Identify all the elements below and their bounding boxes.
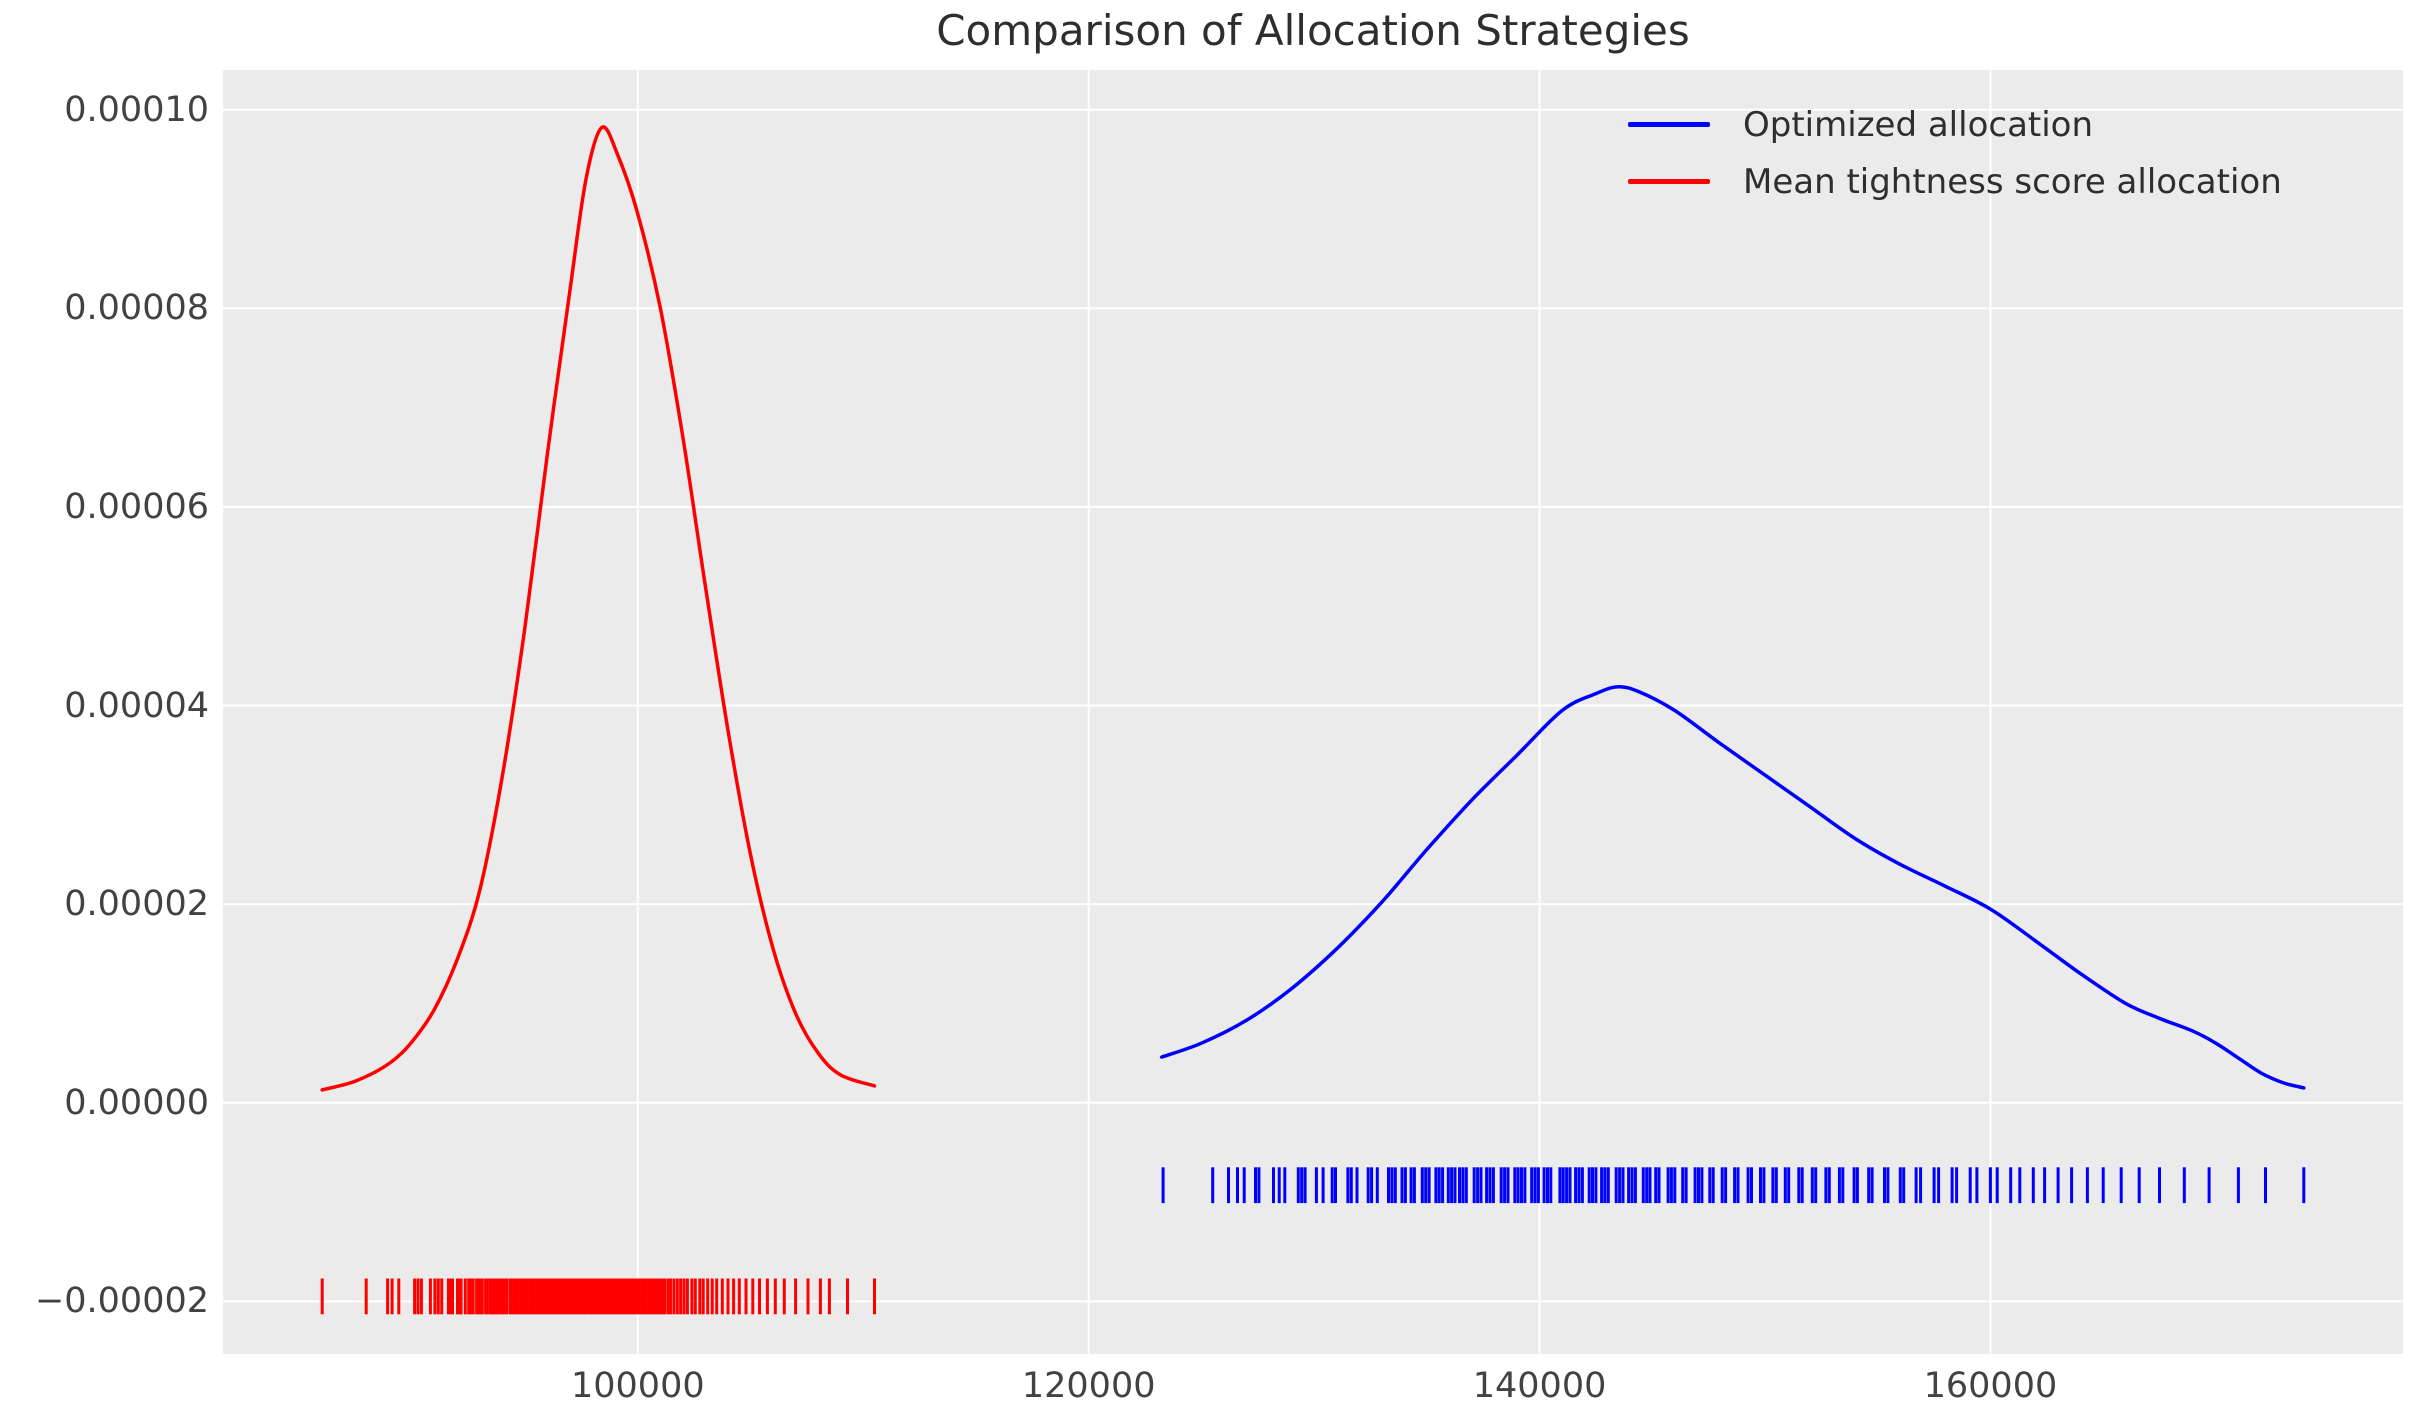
x-tick-label: 100000 (570, 1366, 705, 1406)
x-tick-label: 120000 (1021, 1366, 1156, 1406)
y-tick-label: 0.00002 (64, 884, 209, 925)
legend-label: Optimized allocation (1743, 104, 2094, 145)
kde-curve-mean-tightness-score-allocation (320, 125, 877, 1092)
y-tick-label: 0.00000 (64, 1082, 209, 1123)
x-tick-label: 140000 (1472, 1366, 1607, 1406)
chart-title: Comparison of Allocation Strategies (936, 6, 1690, 55)
plot-area (223, 70, 2403, 1354)
y-tick-label: 0.00004 (64, 685, 209, 726)
y-tick-label: −0.00002 (34, 1281, 209, 1322)
legend-label: Mean tightness score allocation (1743, 161, 2282, 202)
legend: Optimized allocation Mean tightness score… (1628, 96, 2282, 210)
rug-optimized-allocation (1161, 1167, 2306, 1204)
legend-line-swatch (1628, 122, 1710, 127)
rug-mean-tightness-score-allocation (320, 1278, 876, 1315)
legend-row: Optimized allocation (1628, 96, 2282, 153)
legend-line-swatch (1628, 179, 1710, 184)
y-tick-label: 0.00010 (64, 89, 209, 130)
y-tick-label: 0.00006 (64, 486, 209, 527)
x-tick-label: 160000 (1923, 1366, 2058, 1406)
kde-curve-optimized-allocation (1159, 684, 2306, 1090)
legend-row: Mean tightness score allocation (1628, 153, 2282, 210)
y-tick-label: 0.00008 (64, 288, 209, 329)
